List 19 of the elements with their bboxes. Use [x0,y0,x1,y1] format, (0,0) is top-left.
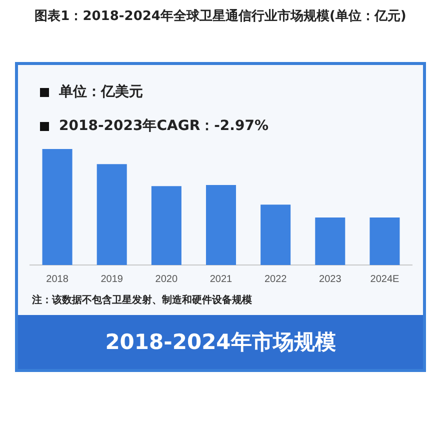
x-tick-label: 2020 [155,274,178,285]
x-tick-label: 2022 [264,274,288,285]
bar [206,184,236,265]
text: 单位：亿美元 [59,83,143,101]
text: 2018-2023年CAGR：-2.97% [59,117,269,135]
bar [151,186,182,265]
x-tick-label: 2018 [46,274,69,285]
bar [315,217,346,265]
bar [370,217,400,265]
bar [42,149,72,265]
text: 注：该数据不包含卫星发射、制造和硬件设备规模 [32,293,252,307]
bar [96,164,127,265]
x-tick-label: 2023 [319,274,342,285]
x-tick-label: 2021 [210,274,233,285]
x-tick-label: 2019 [100,274,124,285]
text: 2018-2024年市场规模 [18,315,423,369]
x-tick-label: 2024E [370,274,400,285]
bar [260,204,291,265]
chart-title: 图表1：2018-2024年全球卫星通信行业市场规模(单位：亿元) [34,8,408,26]
